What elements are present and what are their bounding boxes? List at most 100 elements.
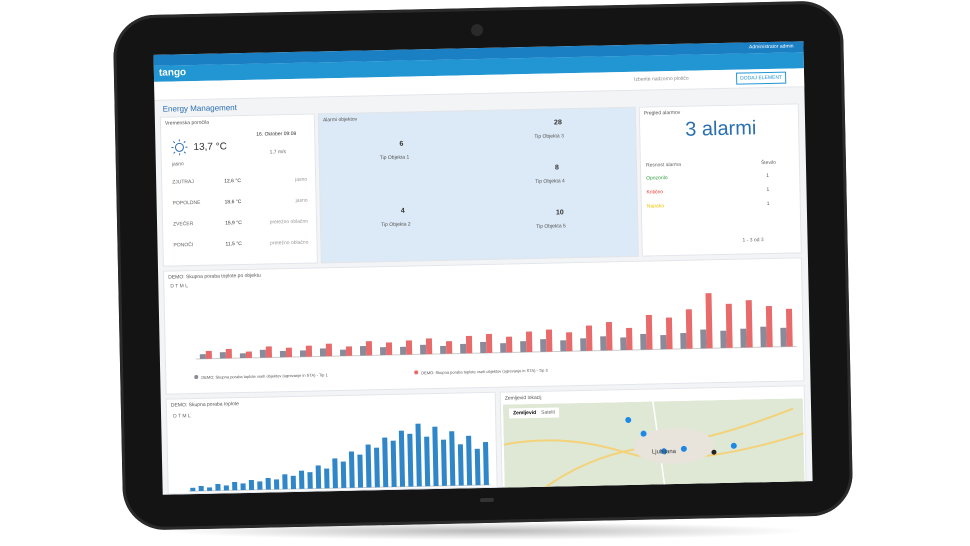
tablet: Administrator admin tango Izberite nadzo… [112, 0, 854, 531]
bar [415, 423, 422, 487]
bar [239, 353, 246, 359]
bar [339, 349, 347, 357]
object-count: 10 [555, 209, 564, 217]
bar [198, 485, 204, 492]
bar [500, 343, 507, 353]
period-name: POPOLDNE [172, 199, 201, 207]
bar [545, 329, 553, 352]
bar [348, 451, 355, 488]
period-temp: 11,5 °C [225, 241, 242, 248]
bar [400, 346, 407, 355]
bar [232, 481, 238, 491]
period-desc: pretežno oblačno [270, 239, 309, 247]
bar [432, 426, 439, 487]
object-count: 4 [400, 207, 405, 215]
bar [440, 345, 447, 354]
bar [282, 474, 288, 490]
period-name: PONOČI [173, 242, 194, 249]
bar [460, 343, 467, 354]
bar [440, 439, 447, 486]
bar [680, 333, 687, 349]
objects-panel: Alarmi objektov 6 Tip Objekta 1 4 Tip Objek… [317, 106, 639, 264]
logo[interactable]: tango [158, 67, 187, 79]
current-temp: 13,7 °C [193, 141, 228, 154]
bar [580, 338, 587, 351]
alarm-name: Opozorilo [646, 175, 668, 182]
bar [585, 325, 593, 351]
object-count: 8 [554, 164, 559, 172]
bar [345, 346, 353, 356]
object-count: 6 [399, 140, 404, 148]
legend-label: DEMO: Skupna poraba toplote vseh objekto… [421, 368, 548, 376]
dashboard-search[interactable]: Izberite nadzorno ploščo [634, 75, 689, 83]
bar [299, 350, 307, 357]
period-name: ZJUTRAJ [172, 179, 194, 186]
chart-title: DEMO: Skupna poraba toplote [170, 401, 240, 409]
bar [705, 293, 713, 349]
bar [560, 340, 567, 352]
bar [245, 351, 252, 358]
bar [315, 465, 322, 489]
object-label: Tip Objekta 1 [379, 154, 410, 162]
bar [626, 327, 633, 351]
bar [274, 479, 280, 490]
bar [466, 435, 473, 486]
home-button[interactable] [479, 497, 494, 503]
shadow [160, 522, 810, 540]
bar [248, 479, 255, 490]
bar [307, 472, 313, 489]
heat-chart-panel: DEMO: Skupna poraba toplote po objektu D… [163, 257, 805, 395]
bar [379, 347, 387, 356]
alarms-panel: Pregled alarmov 3 alarmi Resnost alarma … [638, 103, 802, 257]
period-desc: jasno [295, 197, 308, 204]
bar [190, 487, 196, 492]
date: 16. Oktober 09:08 [256, 130, 297, 138]
chart-title: DEMO: Skupna poraba toplote po objektu [168, 272, 261, 281]
bar [305, 345, 313, 357]
period-controls[interactable]: D T M L [170, 283, 189, 290]
bar [357, 454, 364, 488]
wind: 1,7 m/s [269, 149, 287, 156]
period-controls[interactable]: D T M L [173, 413, 191, 420]
add-button[interactable]: DODAJ ELEMENT [736, 71, 787, 85]
col-header: Število [760, 159, 776, 167]
panel-title: Vremenska poročila [164, 119, 210, 127]
object-label: Tip Objekta 4 [535, 178, 565, 185]
city-label: Ljubljana [651, 449, 677, 456]
bar [398, 430, 406, 487]
panel-title: Alarmi objektov [322, 116, 358, 124]
bar [324, 468, 330, 489]
legend-swatch [414, 370, 419, 375]
alarm-total: 3 alarmi [684, 117, 757, 141]
bar [540, 339, 547, 352]
bar [290, 475, 297, 490]
bar [685, 309, 693, 349]
object-count: 28 [553, 119, 562, 127]
bar [566, 332, 573, 352]
bar [207, 487, 213, 491]
bar [257, 481, 263, 490]
total-chart [188, 423, 491, 492]
bar [480, 341, 487, 354]
bar [785, 308, 793, 347]
period-desc: jasno [295, 176, 308, 183]
bar [600, 336, 607, 351]
bar [374, 447, 380, 488]
map-tab[interactable]: Zemljevid [509, 407, 541, 419]
bar [449, 431, 456, 486]
bar [223, 485, 229, 491]
bar [645, 314, 653, 350]
current-desc: jasno [171, 161, 184, 168]
map[interactable] [502, 398, 805, 489]
bar [365, 341, 373, 356]
bar [740, 328, 747, 348]
bar [340, 461, 347, 489]
bar [407, 433, 414, 487]
user-name[interactable]: Administrator admin [748, 43, 794, 51]
bar [265, 477, 271, 490]
bar [620, 337, 627, 351]
satellite-tab[interactable]: Satelit [536, 407, 560, 418]
bar [279, 350, 287, 358]
bar [720, 330, 727, 349]
legend-label: DEMO: Skupna poraba toplote vseh objekto… [201, 372, 328, 380]
